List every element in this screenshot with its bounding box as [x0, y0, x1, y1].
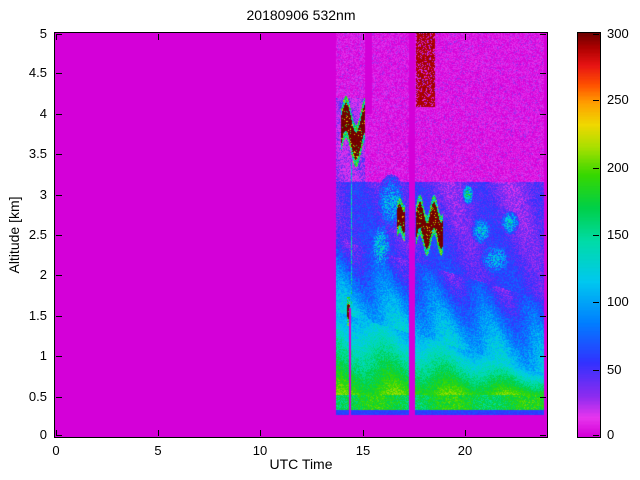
y-tick-right: [540, 34, 546, 35]
y-tick: [56, 397, 62, 398]
x-tick: [158, 430, 159, 436]
x-tick-top: [158, 34, 159, 40]
x-tick: [56, 430, 57, 436]
y-tick-right: [540, 435, 546, 436]
x-tick-top: [260, 34, 261, 40]
y-tick-right: [540, 356, 546, 357]
y-tick: [56, 34, 62, 35]
y-tick-label: 2: [39, 267, 47, 282]
y-tick-label: 4.5: [28, 65, 47, 80]
x-tick: [363, 430, 364, 436]
y-tick-label: 1: [39, 348, 47, 363]
y-tick: [56, 154, 62, 155]
colorbar-tick-label: 300: [607, 26, 629, 41]
y-tick-label: 0: [39, 427, 47, 442]
plot-title: 20180906 532nm: [246, 7, 356, 23]
colorbar: [578, 33, 600, 437]
colorbar-tick: [593, 100, 599, 101]
x-tick-label: 15: [355, 443, 371, 458]
colorbar-tick: [593, 168, 599, 169]
x-tick-label: 0: [52, 443, 60, 458]
colorbar-tick-label: 50: [607, 362, 622, 377]
y-tick-label: 4: [39, 106, 47, 121]
x-tick: [465, 430, 466, 436]
y-tick: [56, 73, 62, 74]
y-tick-right: [540, 397, 546, 398]
colorbar-tick: [593, 235, 599, 236]
y-tick-right: [540, 154, 546, 155]
y-tick: [56, 435, 62, 436]
y-tick-label: 0.5: [28, 389, 47, 404]
y-tick-right: [540, 316, 546, 317]
y-tick-label: 5: [39, 26, 47, 41]
y-tick-right: [540, 114, 546, 115]
colorbar-tick: [593, 302, 599, 303]
y-tick: [56, 114, 62, 115]
x-tick: [260, 430, 261, 436]
colorbar-tick-label: 200: [607, 160, 629, 175]
x-tick-label: 5: [154, 443, 162, 458]
y-tick: [56, 195, 62, 196]
y-tick-label: 3.5: [28, 146, 47, 161]
y-tick: [56, 356, 62, 357]
colorbar-tick-label: 0: [607, 427, 615, 442]
colorbar-tick: [593, 370, 599, 371]
y-tick: [56, 316, 62, 317]
y-tick-right: [540, 195, 546, 196]
y-tick-label: 3: [39, 187, 47, 202]
colorbar-tick-label: 250: [607, 92, 629, 107]
y-tick-label: 1.5: [28, 308, 47, 323]
x-tick-label: 20: [457, 443, 473, 458]
y-tick-label: 2.5: [28, 227, 47, 242]
x-tick-top: [363, 34, 364, 40]
y-tick: [56, 235, 62, 236]
colorbar-tick: [593, 435, 599, 436]
x-tick-top: [56, 34, 57, 40]
colorbar-tick-label: 100: [607, 294, 629, 309]
x-tick-label: 10: [252, 443, 268, 458]
heatmap-canvas: [55, 33, 547, 437]
colorbar-tick-label: 150: [607, 227, 629, 242]
x-axis-label: UTC Time: [269, 456, 333, 472]
x-tick-top: [465, 34, 466, 40]
colorbar-tick: [593, 34, 599, 35]
y-tick-right: [540, 275, 546, 276]
y-tick: [56, 275, 62, 276]
y-tick-right: [540, 235, 546, 236]
y-tick-right: [540, 73, 546, 74]
